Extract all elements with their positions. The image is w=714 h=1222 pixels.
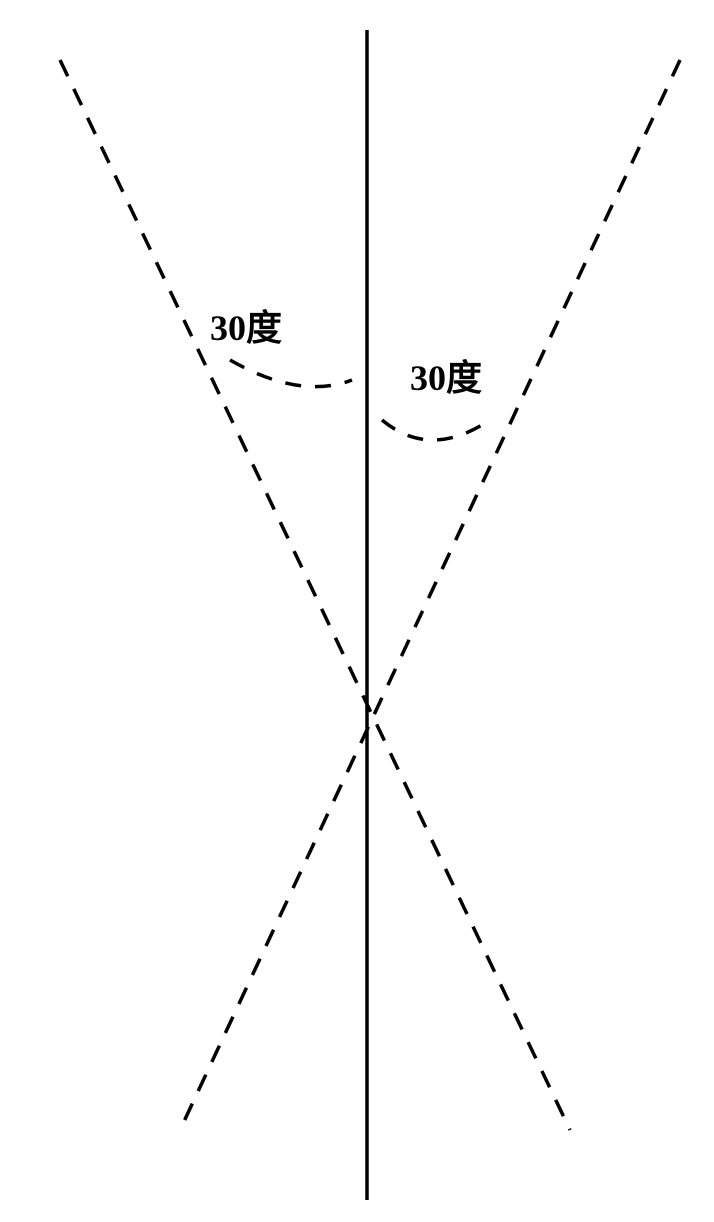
angle-label-left: 30度 <box>210 308 282 348</box>
angle-label-right: 30度 <box>410 358 482 398</box>
angle-arc-right <box>382 420 490 440</box>
angle-diagram: 30度 30度 <box>0 0 714 1222</box>
dashed-line-right <box>180 60 680 1130</box>
dashed-line-left <box>60 60 570 1130</box>
angle-arc-left <box>230 360 352 387</box>
